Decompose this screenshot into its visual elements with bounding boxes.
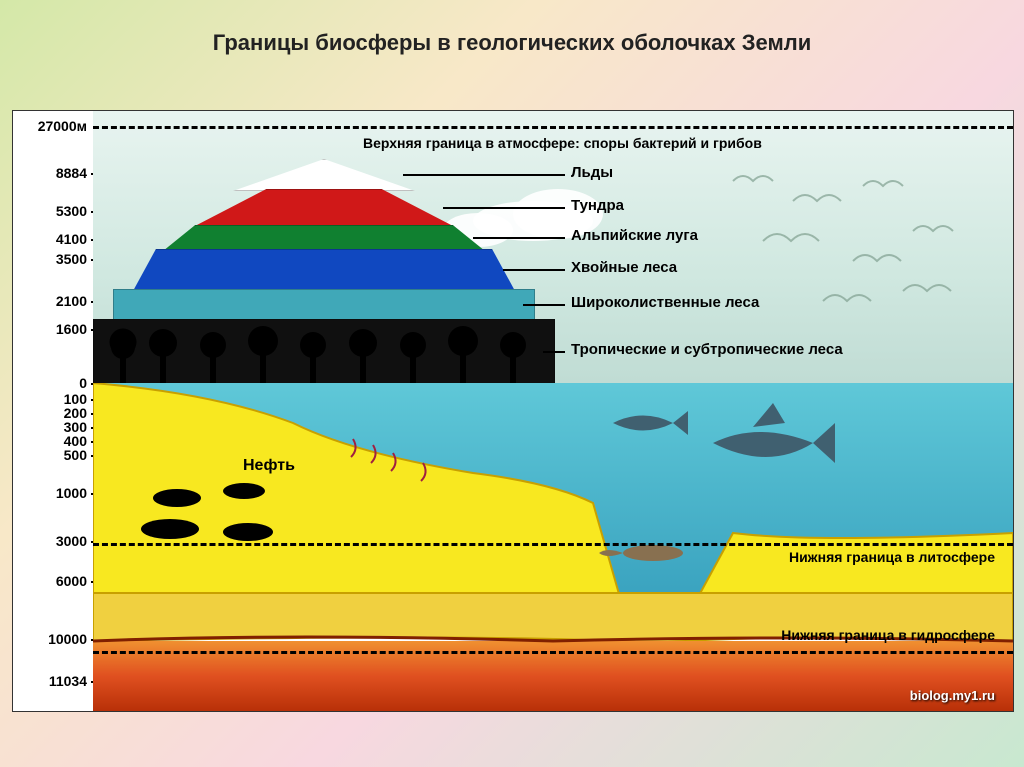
oil-label: Нефть xyxy=(243,457,295,475)
y-axis: 27000м 888453004100350021001600010020030… xyxy=(13,111,95,711)
y-tick: 8884 xyxy=(56,165,87,181)
y-tick: 500 xyxy=(64,447,87,463)
watermark: biolog.my1.ru xyxy=(910,688,995,703)
y-tick: 5300 xyxy=(56,203,87,219)
plot-area: Верхняя граница в атмосфере: споры бакте… xyxy=(93,111,1013,711)
page-title: Границы биосферы в геологических оболочк… xyxy=(0,0,1024,76)
y-tick: 2100 xyxy=(56,293,87,309)
hydrosphere-boundary-label: Нижняя граница в гидросфере xyxy=(781,627,995,643)
mountain-zone-layer xyxy=(163,225,485,251)
zone-label: Льды xyxy=(571,164,613,181)
y-tick-top: 27000м xyxy=(38,118,87,134)
zone-leader-line xyxy=(543,351,565,353)
zone-leader-line xyxy=(443,207,565,209)
mountain-zone-layer xyxy=(133,249,515,291)
mountain-zone-layer xyxy=(113,289,535,321)
fauna-air-icon xyxy=(713,151,1003,351)
mountain-zone-layer xyxy=(233,159,415,191)
y-tick: 1600 xyxy=(56,321,87,337)
y-tick: 6000 xyxy=(56,573,87,589)
lithosphere-boundary-line xyxy=(93,543,1013,546)
zone-leader-line xyxy=(523,304,565,306)
y-tick: 4100 xyxy=(56,231,87,247)
zone-leader-line xyxy=(473,237,565,239)
zone-label: Хвойные леса xyxy=(571,259,677,276)
y-tick: 0 xyxy=(79,375,87,391)
upper-boundary-line xyxy=(93,126,1013,129)
y-tick: 10000 xyxy=(48,631,87,647)
zone-label: Тундра xyxy=(571,197,624,214)
oil-spot-icon xyxy=(223,523,273,541)
y-tick: 11034 xyxy=(49,673,87,689)
zone-leader-line xyxy=(503,269,565,271)
oil-spot-icon xyxy=(223,483,265,499)
hydrosphere-boundary-line xyxy=(93,651,1013,654)
zone-leader-line xyxy=(403,174,565,176)
zone-label: Тропические и субтропические леса xyxy=(571,341,843,358)
oil-spot-icon xyxy=(141,519,199,539)
oil-spot-icon xyxy=(153,489,201,507)
y-tick: 1000 xyxy=(56,485,87,501)
y-tick: 3000 xyxy=(56,533,87,549)
zone-label: Альпийские луга xyxy=(571,227,698,244)
mountain-zone-layer xyxy=(193,189,455,227)
zone-label: Широколиственные леса xyxy=(571,294,759,311)
ground-svg xyxy=(93,383,1013,711)
y-tick: 3500 xyxy=(56,251,87,267)
lithosphere-boundary-label: Нижняя граница в литосфере xyxy=(789,549,995,565)
trees-icon xyxy=(93,319,553,383)
diagram-frame: 27000м 888453004100350021001600010020030… xyxy=(12,110,1014,712)
upper-boundary-label: Верхняя граница в атмосфере: споры бакте… xyxy=(363,135,762,151)
